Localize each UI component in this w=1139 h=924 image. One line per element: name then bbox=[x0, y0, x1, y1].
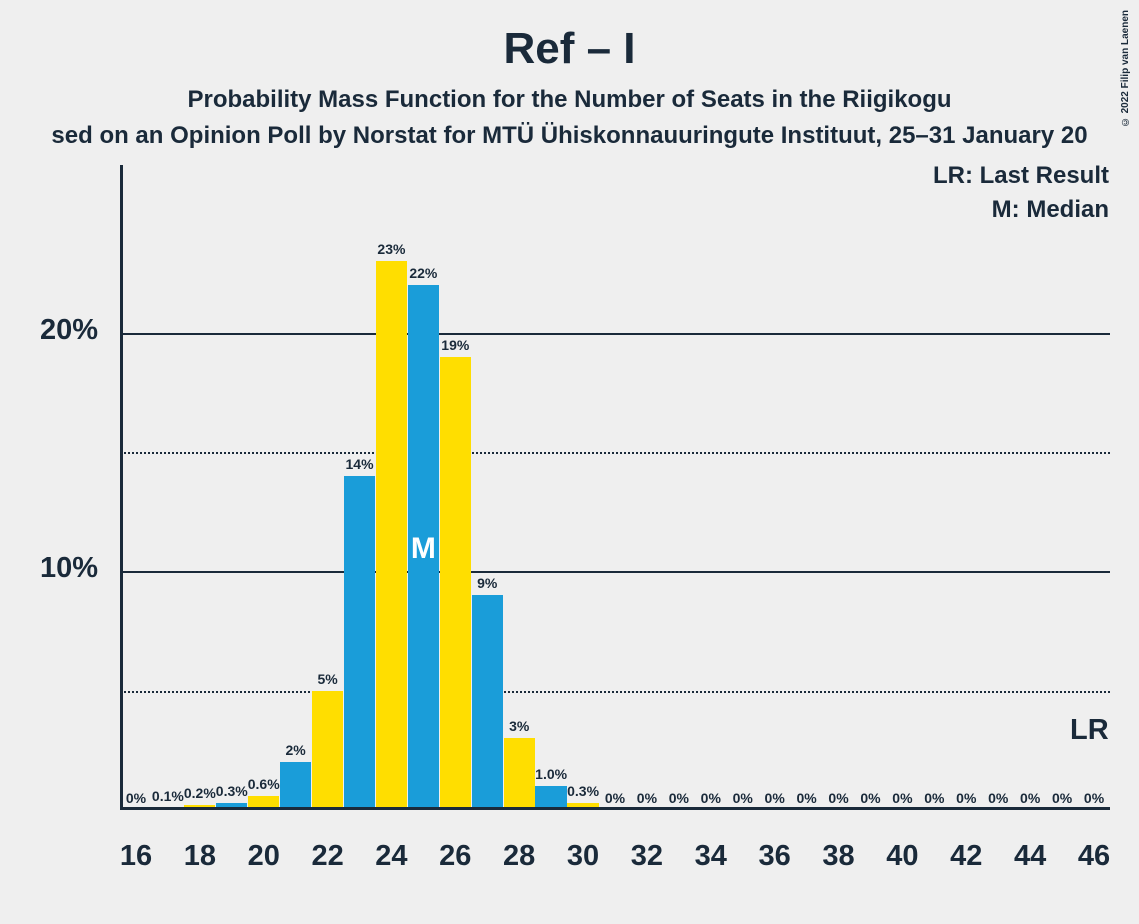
x-axis-tick-label: 24 bbox=[375, 840, 407, 873]
bar-value-label: 0% bbox=[605, 790, 625, 806]
x-axis-tick-label: 34 bbox=[695, 840, 727, 873]
x-axis-tick-label: 42 bbox=[950, 840, 982, 873]
x-axis-tick-label: 20 bbox=[248, 840, 280, 873]
bar-value-label: 0% bbox=[924, 790, 944, 806]
bar-value-label: 0% bbox=[637, 790, 657, 806]
chart-subtitle-2: sed on an Opinion Poll by Norstat for MT… bbox=[0, 122, 1139, 150]
bar-value-label: 0% bbox=[701, 790, 721, 806]
bar-value-label: 0.3% bbox=[567, 783, 599, 799]
bar-value-label: 0% bbox=[1052, 790, 1072, 806]
bar bbox=[376, 261, 407, 810]
x-axis-tick-label: 46 bbox=[1078, 840, 1110, 873]
bar-value-label: 2% bbox=[286, 742, 306, 758]
chart-plot-area: 0%0.1%0.2%0.3%0.6%2%5%14%23%22%19%9%3%1.… bbox=[120, 230, 1110, 810]
bar-value-label: 3% bbox=[509, 718, 529, 734]
bar-value-label: 0% bbox=[892, 790, 912, 806]
bar-value-label: 0% bbox=[669, 790, 689, 806]
x-axis-tick-label: 30 bbox=[567, 840, 599, 873]
bar-value-label: 19% bbox=[441, 337, 469, 353]
x-axis-tick-label: 22 bbox=[311, 840, 343, 873]
last-result-marker: LR bbox=[1070, 714, 1109, 747]
bar-value-label: 14% bbox=[346, 456, 374, 472]
bar-value-label: 0.3% bbox=[216, 783, 248, 799]
gridline-major bbox=[120, 333, 1110, 335]
bar-value-label: 0.2% bbox=[184, 785, 216, 801]
chart-title: Ref – I bbox=[0, 24, 1139, 74]
x-axis-tick-label: 18 bbox=[184, 840, 216, 873]
x-axis-tick-label: 38 bbox=[822, 840, 854, 873]
bar-value-label: 0% bbox=[1020, 790, 1040, 806]
bar-value-label: 0% bbox=[828, 790, 848, 806]
bar-value-label: 0% bbox=[796, 790, 816, 806]
bar-value-label: 9% bbox=[477, 575, 497, 591]
x-axis-tick-label: 40 bbox=[886, 840, 918, 873]
bar-value-label: 0% bbox=[733, 790, 753, 806]
gridline-minor bbox=[120, 691, 1110, 693]
x-axis-tick-label: 28 bbox=[503, 840, 535, 873]
bar-value-label: 22% bbox=[409, 265, 437, 281]
x-axis-tick-label: 16 bbox=[120, 840, 152, 873]
bar-value-label: 0.6% bbox=[248, 776, 280, 792]
chart-subtitle-1: Probability Mass Function for the Number… bbox=[0, 86, 1139, 114]
legend-m: M: Median bbox=[992, 196, 1109, 224]
median-marker: M bbox=[411, 532, 436, 566]
bar-value-label: 5% bbox=[317, 671, 337, 687]
bar bbox=[504, 738, 535, 810]
bar-value-label: 0% bbox=[126, 790, 146, 806]
bar bbox=[280, 762, 311, 810]
x-axis-tick-label: 36 bbox=[759, 840, 791, 873]
bar-value-label: 0% bbox=[1084, 790, 1104, 806]
gridline-minor bbox=[120, 452, 1110, 454]
y-axis-tick-label: 20% bbox=[0, 314, 98, 347]
bar-value-label: 0% bbox=[988, 790, 1008, 806]
x-axis-tick-label: 26 bbox=[439, 840, 471, 873]
gridline-major bbox=[120, 571, 1110, 573]
x-axis bbox=[120, 807, 1110, 810]
y-axis-tick-label: 10% bbox=[0, 552, 98, 585]
y-axis bbox=[120, 165, 123, 810]
bar-value-label: 23% bbox=[377, 241, 405, 257]
bar-value-label: 0% bbox=[860, 790, 880, 806]
bar-value-label: 0.1% bbox=[152, 788, 184, 804]
bar-value-label: 1.0% bbox=[535, 766, 567, 782]
bar bbox=[440, 357, 471, 810]
bar bbox=[312, 691, 343, 810]
bar bbox=[344, 476, 375, 810]
bar-value-label: 0% bbox=[765, 790, 785, 806]
legend-lr: LR: Last Result bbox=[933, 162, 1109, 190]
x-axis-tick-label: 32 bbox=[631, 840, 663, 873]
bar-value-label: 0% bbox=[956, 790, 976, 806]
bar bbox=[472, 595, 503, 810]
copyright-text: © 2022 Filip van Laenen bbox=[1120, 10, 1131, 127]
x-axis-tick-label: 44 bbox=[1014, 840, 1046, 873]
